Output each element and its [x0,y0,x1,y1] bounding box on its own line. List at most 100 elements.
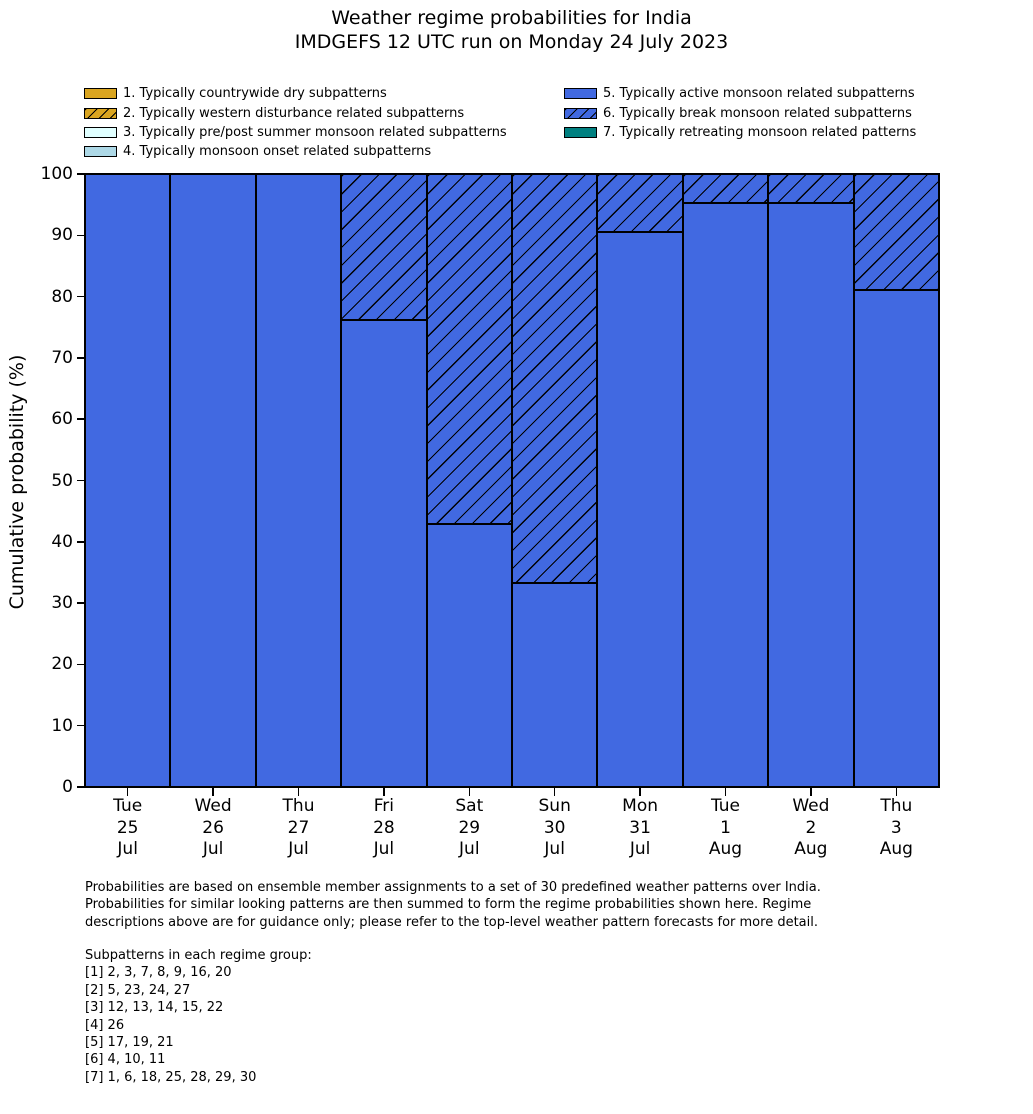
x-tick-day: Fri [373,796,395,816]
x-tick-mark-Thu-27 [297,788,300,796]
x-tick-mark-Wed-2 [810,788,812,796]
bar-Sat-29 [426,173,512,788]
bar-Wed-26 [170,173,256,788]
x-tick-day: Wed [194,796,232,816]
y-tick-label-30: 30 [51,593,73,614]
y-tick-label-10: 10 [51,715,73,736]
x-tick-date: 25 [116,817,139,838]
x-tick-mark-Tue-25 [126,788,129,796]
x-tick-label-Thu-3: Thu 3 Aug [851,796,941,861]
subpatterns-group-7: [7] 1, 6, 18, 25, 28, 29, 30 [85,1069,257,1085]
x-tick-label-Fri-28: Fri 28 Jul [339,796,429,861]
x-tick-month: Aug [708,839,743,860]
legend-item-6: 6. Typically break monsoon related subpa… [564,103,916,122]
y-tick-label-40: 40 [51,531,73,552]
y-tick-mark-40 [77,541,85,543]
bar-Mon-31 [597,173,683,788]
x-tick-label-Wed-2: Wed 2 Aug [766,796,856,861]
x-tick-month: Aug [794,839,828,860]
legend-item-label: 1. Typically countrywide dry subpatterns [123,86,387,102]
x-tick-date: 29 [458,817,481,838]
x-tick-mark-Tue-1 [724,788,727,796]
legend-item-3: 3. Typically pre/post summer monsoon rel… [84,123,507,142]
bar-Tue-1 [682,173,769,788]
x-tick-month: Jul [459,839,480,860]
plot-area [83,172,941,789]
y-tick-mark-0 [77,786,85,788]
legend-item-label: 6. Typically break monsoon related subpa… [603,105,912,121]
x-tick-label-Mon-31: Mon 31 Jul [595,796,685,861]
legend-item-label: 7. Typically retreating monsoon related … [603,124,917,140]
x-tick-month: Jul [288,839,309,860]
y-tick-mark-50 [77,479,85,482]
y-tick-label-0: 0 [62,777,73,797]
y-tick-mark-80 [77,295,85,298]
x-tick-month: Aug [879,839,913,860]
y-tick-label-90: 90 [51,225,73,246]
legend-swatch-4 [84,146,117,158]
x-tick-label-Tue-25: Tue 25 Jul [83,796,173,861]
x-tick-date: 27 [287,817,310,838]
bar-segment-active-monsoon [170,173,256,788]
y-tick-mark-100 [77,173,85,175]
footer-line-3: descriptions above are for guidance only… [85,914,818,930]
y-tick-mark-30 [77,602,85,604]
y-tick-label-100: 100 [40,164,73,184]
bar-segment-active-monsoon [511,582,598,788]
subpatterns-group-1: [1] 2, 3, 7, 8, 9, 16, 20 [85,965,232,981]
x-tick-day: Thu [282,796,315,816]
x-tick-day: Sun [538,796,571,816]
legend-item-7: 7. Typically retreating monsoon related … [564,123,916,142]
x-tick-day: Wed [792,796,830,816]
legend-swatch-6 [564,107,597,119]
legend-item-5: 5. Typically active monsoon related subp… [564,84,916,103]
legend-item-4: 4. Typically monsoon onset related subpa… [84,142,507,161]
y-tick-label-80: 80 [51,286,73,307]
bar-Tue-25 [84,173,171,788]
bar-segment-break-monsoon [341,173,427,320]
subpatterns-group-2: [2] 5, 23, 24, 27 [85,982,191,998]
bar-segment-active-monsoon [597,232,683,788]
bar-segment-break-monsoon [426,173,512,525]
legend-right-column: 5. Typically active monsoon related subp… [564,84,916,142]
legend-item-label: 4. Typically monsoon onset related subpa… [123,144,432,160]
x-tick-mark-Thu-3 [895,788,898,796]
y-tick-mark-20 [77,663,85,666]
legend-left-column: 1. Typically countrywide dry subpatterns… [84,84,507,161]
x-tick-label-Thu-27: Thu 27 Jul [254,796,344,861]
legend-item-label: 2. Typically western disturbance related… [123,105,465,121]
legend-swatch-5 [564,88,597,100]
x-tick-label-Tue-1: Tue 1 Aug [681,796,771,861]
bar-Thu-3 [853,173,940,788]
bar-segment-active-monsoon [853,290,940,788]
legend-swatch-7 [564,126,597,138]
x-tick-mark-Sun-30 [553,788,556,796]
footer-note: Probabilities are based on ensemble memb… [85,879,821,931]
chart-title: Weather regime probabilities for India I… [0,7,1023,54]
x-tick-date: 3 [890,817,902,838]
x-tick-day: Thu [880,796,913,816]
bar-segment-break-monsoon [853,173,940,291]
x-tick-date: 30 [543,817,566,838]
bar-segment-active-monsoon [341,319,427,788]
subpatterns-group-5: [5] 17, 19, 21 [85,1035,174,1051]
x-tick-mark-Mon-31 [639,788,641,796]
bar-segment-active-monsoon [255,173,342,788]
subpatterns-group-3: [3] 12, 13, 14, 15, 22 [85,1000,224,1016]
y-tick-mark-10 [77,724,85,727]
legend-swatch-3 [84,126,117,138]
x-tick-mark-Sat-29 [468,788,471,796]
x-tick-date: 28 [373,817,395,838]
x-tick-day: Tue [710,796,741,816]
x-tick-date: 2 [805,817,817,838]
y-tick-mark-90 [77,234,85,237]
x-tick-mark-Fri-28 [383,788,385,796]
subpatterns-header: Subpatterns in each regime group: [85,948,312,963]
y-tick-label-20: 20 [51,654,73,675]
bar-Fri-28 [341,173,427,788]
chart-title-line2: IMDGEFS 12 UTC run on Monday 24 July 202… [294,30,729,53]
bar-segment-break-monsoon [511,173,598,583]
x-tick-month: Jul [629,839,651,860]
bar-segment-active-monsoon [682,203,769,788]
